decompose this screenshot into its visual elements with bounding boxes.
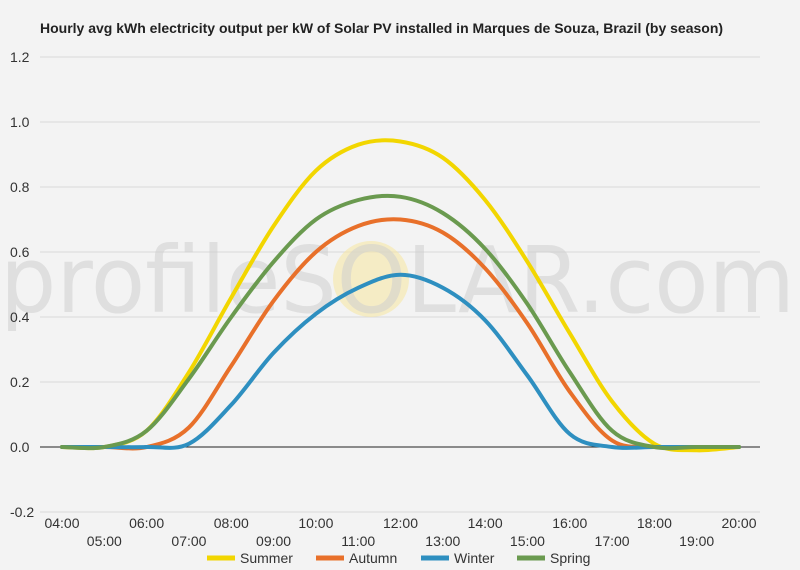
series-lines (60, 138, 741, 453)
x-tick-label: 13:00 (425, 533, 460, 549)
x-tick-label: 09:00 (256, 533, 291, 549)
y-tick-label: 1.0 (10, 114, 30, 130)
y-tick-label: 0.4 (10, 309, 30, 325)
x-tick-label: 06:00 (129, 515, 164, 531)
watermark-sun-icon (333, 241, 409, 317)
x-tick-label: 17:00 (595, 533, 630, 549)
series-line-summer (60, 138, 741, 453)
chart-title: Hourly avg kWh electricity output per kW… (40, 20, 723, 36)
legend-item-spring: Spring (517, 550, 590, 566)
x-tick-label: 05:00 (87, 533, 122, 549)
x-tick-label: 20:00 (721, 515, 756, 531)
series-line-winter (60, 272, 741, 450)
grid-lines (40, 56, 760, 513)
y-tick-label: 0.6 (10, 244, 30, 260)
x-tick-label: 16:00 (552, 515, 587, 531)
legend-label: Summer (240, 550, 293, 566)
legend: Summer Autumn Winter Spring (207, 550, 590, 566)
x-tick-label: 07:00 (171, 533, 206, 549)
series-line-spring (60, 193, 741, 451)
x-tick-label: 08:00 (214, 515, 249, 531)
y-tick-label: 0.0 (10, 439, 30, 455)
watermark-text: profileSOLAR.com (0, 227, 795, 334)
x-tick-label: 14:00 (468, 515, 503, 531)
watermark: profileSOLAR.com (0, 227, 795, 334)
x-axis-ticks: 04:00 06:00 08:00 10:00 12:00 14:00 16:00 18:00… (44, 515, 756, 549)
x-tick-label: 04:00 (44, 515, 79, 531)
y-axis-ticks: -0.2 0.0 0.2 0.4 0.6 0.8 1.0 1.2 (10, 49, 34, 520)
legend-label: Autumn (349, 550, 397, 566)
legend-label: Spring (550, 550, 590, 566)
x-tick-label: 18:00 (637, 515, 672, 531)
y-tick-label: -0.2 (10, 504, 34, 520)
y-tick-label: 0.2 (10, 374, 30, 390)
legend-item-autumn: Autumn (316, 550, 397, 566)
series-line-autumn (60, 217, 741, 451)
legend-item-winter: Winter (421, 550, 495, 566)
x-tick-label: 15:00 (510, 533, 545, 549)
y-tick-label: 0.8 (10, 179, 30, 195)
x-tick-label: 10:00 (298, 515, 333, 531)
legend-item-summer: Summer (207, 550, 293, 566)
legend-label: Winter (454, 550, 495, 566)
x-tick-label: 11:00 (341, 533, 375, 549)
x-tick-label: 19:00 (679, 533, 714, 549)
x-tick-label: 12:00 (383, 515, 418, 531)
y-tick-label: 1.2 (10, 49, 30, 65)
